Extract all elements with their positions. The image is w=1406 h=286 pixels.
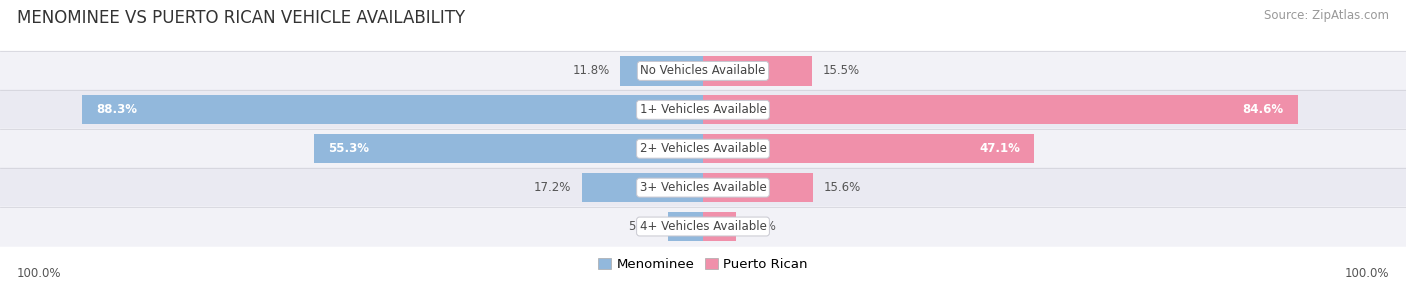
Bar <box>315 134 703 163</box>
Bar <box>703 56 813 86</box>
Text: 11.8%: 11.8% <box>572 64 610 78</box>
Text: 17.2%: 17.2% <box>534 181 571 194</box>
Text: 1+ Vehicles Available: 1+ Vehicles Available <box>640 103 766 116</box>
Text: 4+ Vehicles Available: 4+ Vehicles Available <box>640 220 766 233</box>
FancyBboxPatch shape <box>0 90 1406 130</box>
FancyBboxPatch shape <box>0 128 1406 169</box>
Text: 3+ Vehicles Available: 3+ Vehicles Available <box>640 181 766 194</box>
Text: MENOMINEE VS PUERTO RICAN VEHICLE AVAILABILITY: MENOMINEE VS PUERTO RICAN VEHICLE AVAILA… <box>17 9 465 27</box>
Text: 84.6%: 84.6% <box>1243 103 1284 116</box>
Text: 100.0%: 100.0% <box>1344 267 1389 280</box>
Text: 15.5%: 15.5% <box>823 64 859 78</box>
Bar <box>703 95 1298 124</box>
Bar <box>668 212 703 241</box>
Text: 2+ Vehicles Available: 2+ Vehicles Available <box>640 142 766 155</box>
Bar <box>82 95 703 124</box>
Legend: Menominee, Puerto Rican: Menominee, Puerto Rican <box>593 253 813 277</box>
Text: 15.6%: 15.6% <box>824 181 860 194</box>
Bar <box>582 173 703 202</box>
Text: No Vehicles Available: No Vehicles Available <box>640 64 766 78</box>
Bar <box>703 212 737 241</box>
Bar <box>703 173 813 202</box>
Text: 5.0%: 5.0% <box>627 220 657 233</box>
Text: 55.3%: 55.3% <box>329 142 370 155</box>
Bar <box>703 134 1035 163</box>
Text: 47.1%: 47.1% <box>979 142 1021 155</box>
FancyBboxPatch shape <box>0 51 1406 91</box>
Text: Source: ZipAtlas.com: Source: ZipAtlas.com <box>1264 9 1389 21</box>
Text: 100.0%: 100.0% <box>17 267 62 280</box>
FancyBboxPatch shape <box>0 206 1406 247</box>
Text: 4.7%: 4.7% <box>747 220 776 233</box>
Text: 88.3%: 88.3% <box>97 103 138 116</box>
FancyBboxPatch shape <box>0 167 1406 208</box>
Bar <box>620 56 703 86</box>
